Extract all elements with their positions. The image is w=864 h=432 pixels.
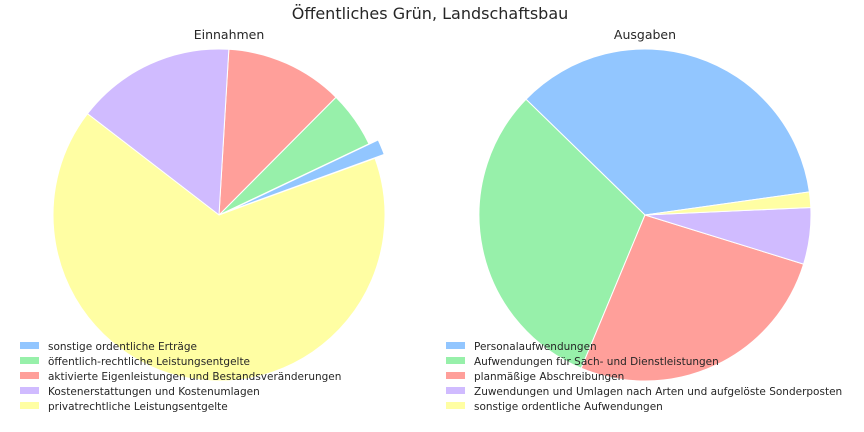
legend-swatch — [446, 387, 465, 394]
pie-slice-privatrechtliche-leistungsentgelte — [52, 113, 386, 382]
figure-title: Öffentliches Grün, Landschaftsbau — [292, 4, 569, 23]
pie-slice-sonstige-ordentliche-aufwendungen — [644, 191, 812, 216]
chart-title-einnahmen: Einnahmen — [194, 27, 265, 42]
pie-slice-aufwendungen-fuer-sach-und-dienstleistungen — [478, 98, 646, 369]
legend-label: Aufwendungen für Sach- und Dienstleistun… — [474, 356, 719, 368]
legend-swatch — [446, 342, 465, 349]
legend-swatch — [20, 342, 39, 349]
legend-item-sonstige-ordentliche-aufwendungen: sonstige ordentliche Aufwendungen — [446, 401, 663, 413]
legend-label: sonstige ordentliche Erträge — [48, 341, 197, 353]
legend-item-personalaufwendungen: Personalaufwendungen — [446, 341, 597, 353]
pie-slice-personalaufwendungen — [525, 48, 810, 216]
legend-swatch — [20, 402, 39, 409]
legend-swatch — [20, 357, 39, 364]
legend-label: privatrechtliche Leistungsentgelte — [48, 401, 228, 413]
legend-item-privatrechtliche-leistungsentgelte: privatrechtliche Leistungsentgelte — [20, 401, 228, 413]
legend-swatch — [446, 402, 465, 409]
legend-item-oeffentlich-rechtliche-leistungsentgelte: öffentlich-rechtliche Leistungsentgelte — [20, 356, 250, 368]
legend-swatch — [446, 357, 465, 364]
pie-slice-planmaessige-abschreibungen — [580, 214, 805, 382]
legend-label: Kostenerstattungen und Kostenumlagen — [48, 386, 260, 398]
legend-item-aufwendungen-fuer-sach-und-dienstleistungen: Aufwendungen für Sach- und Dienstleistun… — [446, 356, 719, 368]
legend-swatch — [20, 387, 39, 394]
pie-slice-aktivierte-eigenleistungen-und-bestandsveraenderungen — [218, 48, 337, 217]
legend-label: Personalaufwendungen — [474, 341, 597, 353]
legend-label: sonstige ordentliche Aufwendungen — [474, 401, 663, 413]
slices-ausgaben — [478, 48, 812, 382]
pie-chart-einnahmen: Einnahmen sonstige ordentliche Erträge öf… — [20, 27, 386, 413]
legend-ausgaben: Personalaufwendungen Aufwendungen für Sac… — [446, 341, 842, 413]
slices-einnahmen — [52, 48, 386, 382]
legend-label: planmäßige Abschreibungen — [474, 371, 624, 383]
legend-item-kostenerstattungen-und-kostenumlagen: Kostenerstattungen und Kostenumlagen — [20, 386, 260, 398]
legend-label: öffentlich-rechtliche Leistungsentgelte — [48, 356, 250, 368]
chart-title-ausgaben: Ausgaben — [614, 27, 676, 42]
legend-label: aktivierte Eigenleistungen und Bestandsv… — [48, 371, 341, 383]
pie-slice-sonstige-ordentliche-ertraege — [228, 139, 385, 212]
legend-einnahmen: sonstige ordentliche Erträge öffentlich-r… — [20, 341, 341, 413]
legend-item-zuwendungen-und-umlagen-nach-arten-und-aufgeloeste-sonderposten: Zuwendungen und Umlagen nach Arten und a… — [446, 386, 842, 398]
pie-chart-ausgaben: Ausgaben Personalaufwendungen Aufwendunge… — [446, 27, 842, 413]
legend-item-planmaessige-abschreibungen: planmäßige Abschreibungen — [446, 371, 624, 383]
legend-item-sonstige-ordentliche-ertraege: sonstige ordentliche Erträge — [20, 341, 197, 353]
legend-label: Zuwendungen und Umlagen nach Arten und a… — [474, 386, 842, 398]
legend-swatch — [446, 372, 465, 379]
pie-slice-kostenerstattungen-und-kostenumlagen — [86, 48, 230, 216]
legend-item-aktivierte-eigenleistungen-und-bestandsveraenderungen: aktivierte Eigenleistungen und Bestandsv… — [20, 371, 341, 383]
legend-swatch — [20, 372, 39, 379]
